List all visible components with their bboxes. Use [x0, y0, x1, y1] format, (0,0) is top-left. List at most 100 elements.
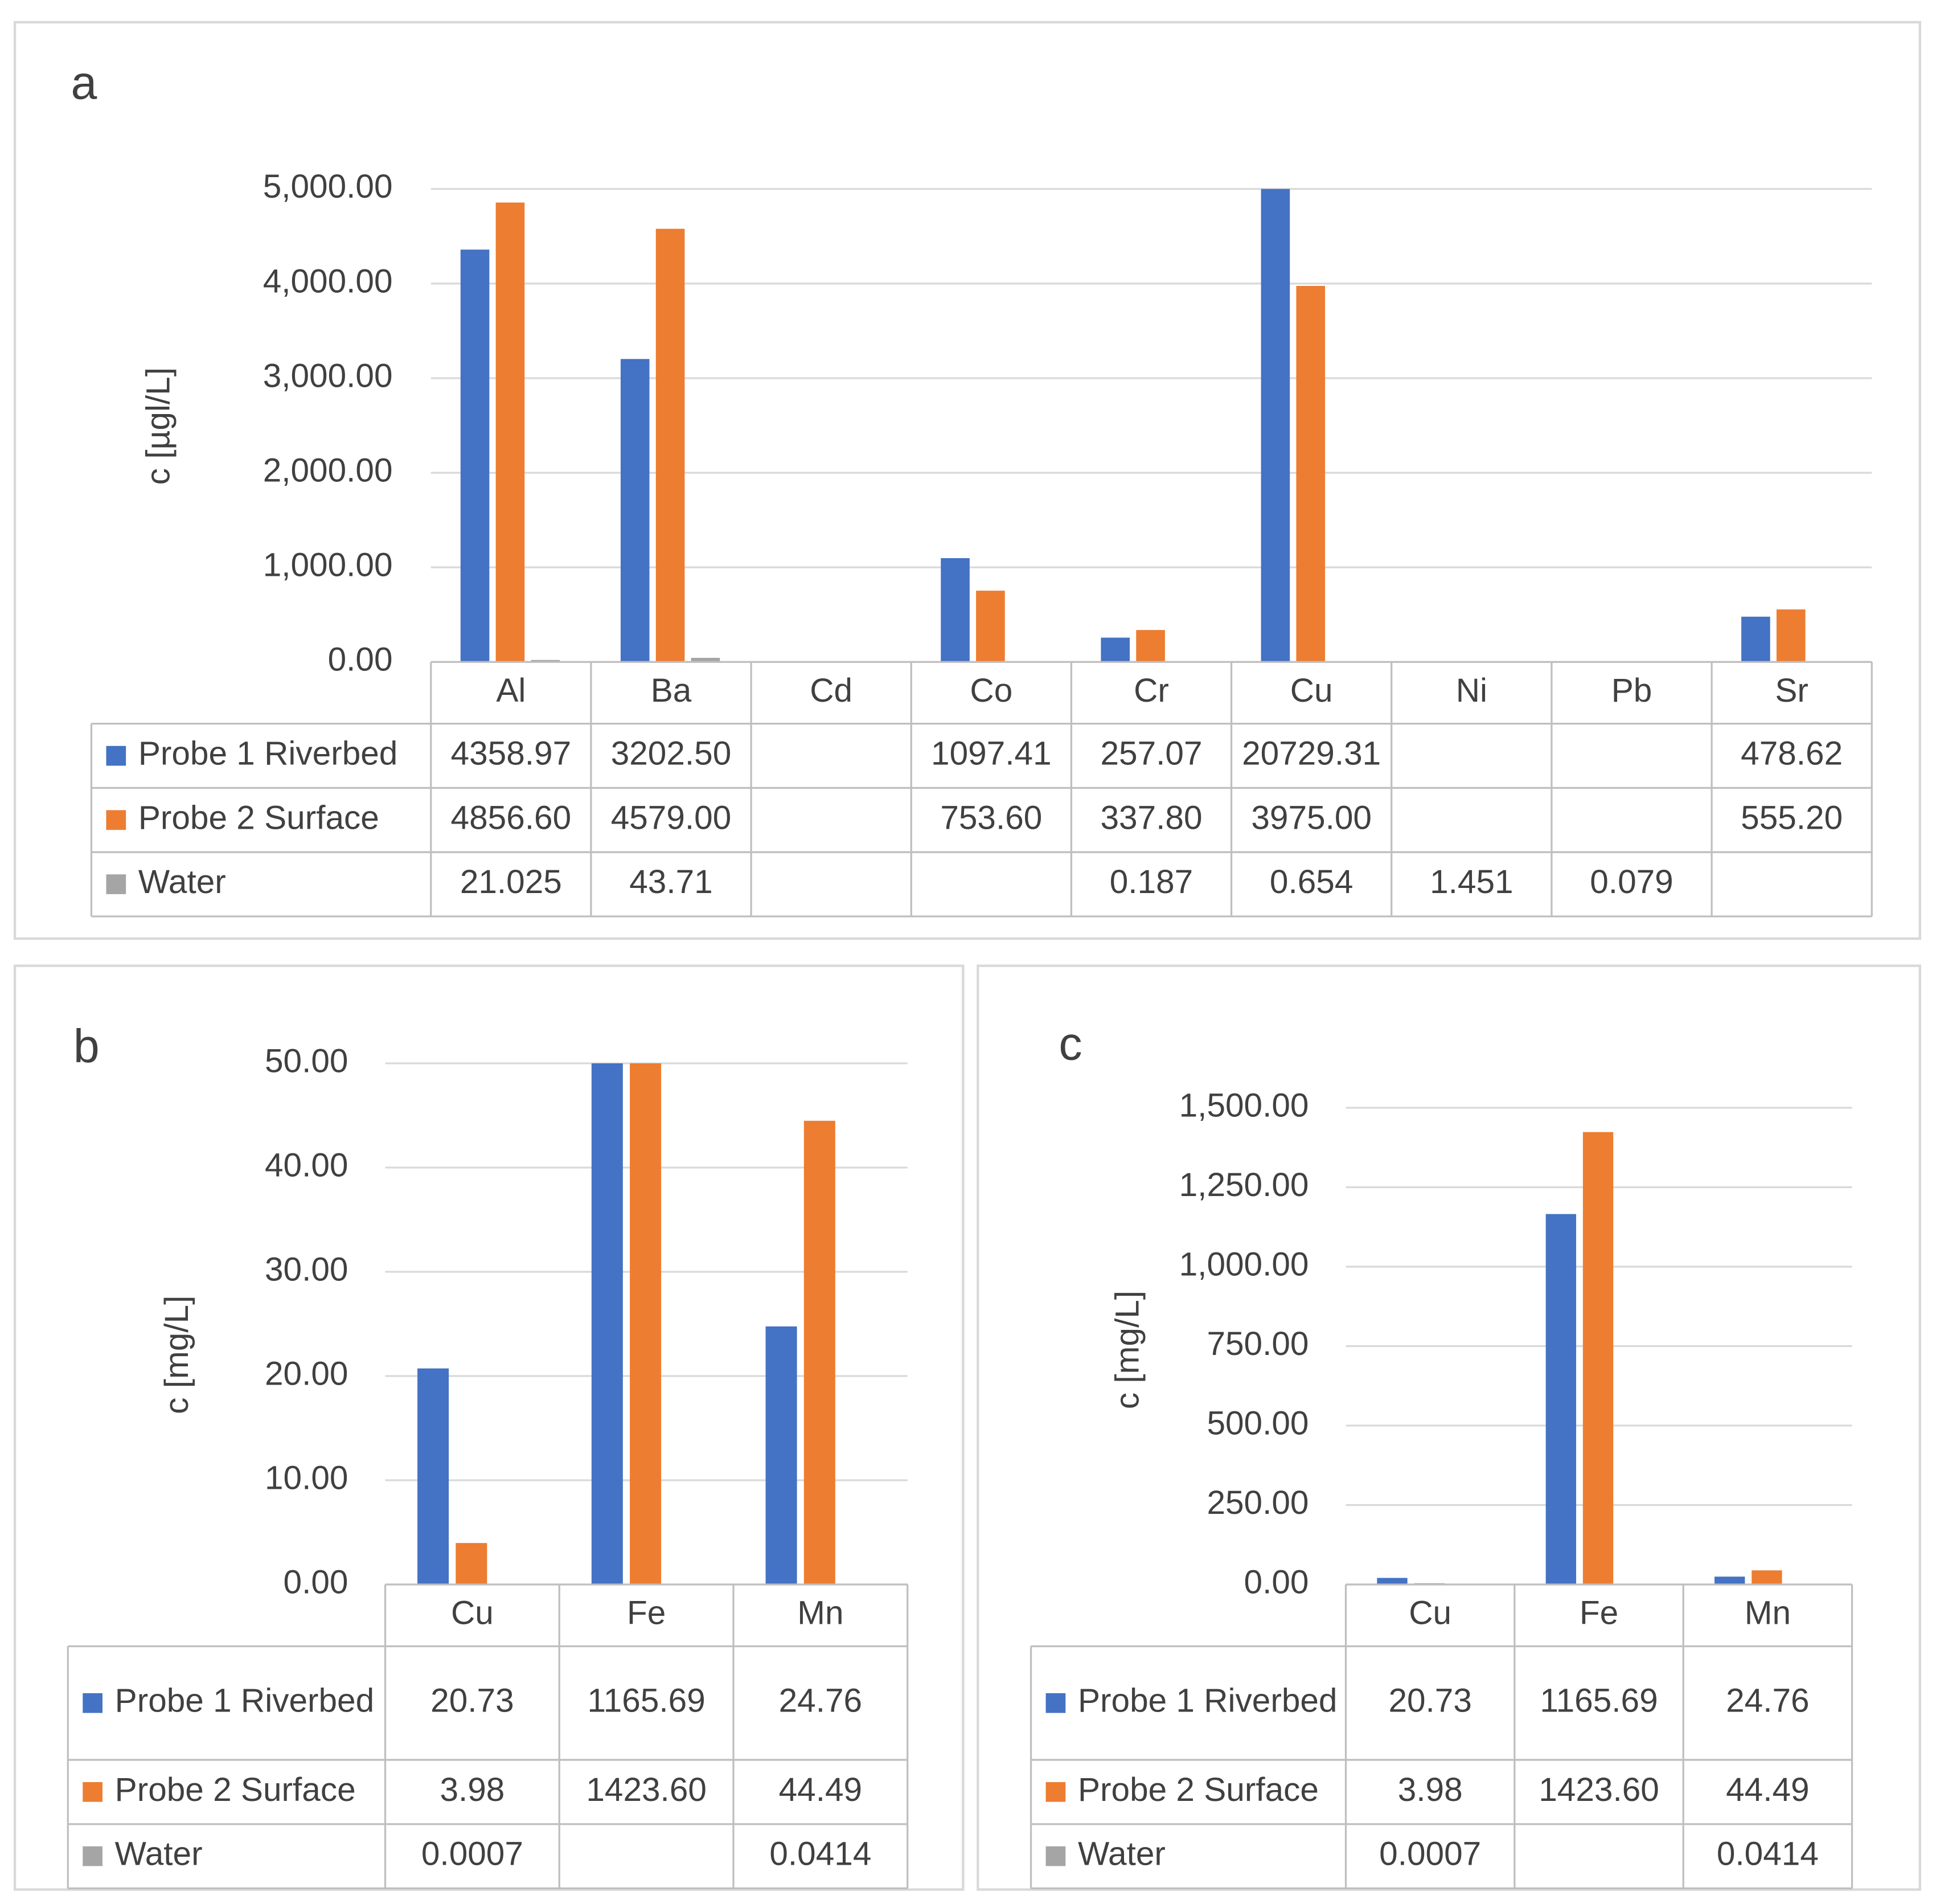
table-value: 1423.60: [586, 1771, 707, 1808]
table-value: 0.187: [1110, 863, 1193, 900]
table-value: 20729.31: [1242, 735, 1381, 772]
bar: [630, 1063, 662, 1585]
table-value: 1423.60: [1539, 1771, 1659, 1808]
bar: [460, 249, 490, 662]
y-tick-label: 1,250.00: [1179, 1166, 1309, 1203]
y-tick-label: 500.00: [1207, 1405, 1309, 1442]
table-value: 0.0007: [1379, 1836, 1481, 1873]
bar: [765, 1326, 797, 1585]
x-tick-label: Pb: [1611, 672, 1652, 709]
bar: [976, 591, 1005, 662]
table-value: 0.079: [1590, 863, 1673, 900]
table-value: 555.20: [1741, 799, 1843, 836]
legend-swatch: [83, 1782, 102, 1802]
y-tick-label: 1,000.00: [1179, 1246, 1309, 1283]
bar: [417, 1368, 449, 1585]
table-value: 3202.50: [611, 735, 732, 772]
table-value: 257.07: [1100, 735, 1202, 772]
table-value: 1.451: [1430, 863, 1513, 900]
y-tick-label: 30.00: [265, 1251, 348, 1288]
bar: [1714, 1577, 1745, 1585]
panel-border: [977, 964, 1921, 1891]
chart-panel: c c [mg/L] 0.00 250.00 500.00 750.00 1,000.00 1…: [977, 964, 1921, 1891]
x-tick-label: Ni: [1456, 672, 1487, 709]
table-value: 337.80: [1100, 799, 1202, 836]
bars: [460, 189, 1806, 662]
legend-label: Water: [1078, 1836, 1166, 1873]
legend-swatch: [106, 810, 126, 830]
y-tick-label: 1,000.00: [263, 547, 393, 584]
table-value: 3.98: [1398, 1771, 1463, 1808]
bar: [941, 558, 970, 662]
x-tick-label: Cu: [451, 1595, 494, 1632]
y-tick-label: 750.00: [1207, 1325, 1309, 1362]
bar: [1582, 1132, 1614, 1585]
y-tick-label: 20.00: [265, 1355, 348, 1392]
table-value: 4579.00: [611, 799, 732, 836]
table-value: 4358.97: [451, 735, 572, 772]
table-value: 3975.00: [1251, 799, 1372, 836]
legend-label: Water: [138, 863, 226, 900]
y-tick-label: 4,000.00: [263, 263, 393, 300]
x-tick-label: Ba: [651, 672, 692, 709]
chart-panel: a c [µgl/L] 0.00 1,000.00 2,000.00 3,000.00 4,…: [13, 21, 1921, 940]
bar: [1545, 1214, 1577, 1585]
legend-swatch: [1045, 1846, 1066, 1866]
table-value: 21.025: [460, 863, 562, 900]
y-tick-label: 0.00: [1244, 1563, 1309, 1600]
bar: [1752, 1570, 1782, 1585]
legend-label: Probe 2 Surface: [1078, 1771, 1319, 1808]
x-tick-label: Cu: [1290, 672, 1333, 709]
table-value: 0.0414: [1717, 1836, 1819, 1873]
y-tick-label: 5,000.00: [263, 168, 393, 205]
table-value: 1097.41: [931, 735, 1052, 772]
legend-label: Probe 2 Surface: [115, 1771, 356, 1808]
bar: [1296, 286, 1326, 662]
y-tick-label: 40.00: [265, 1147, 348, 1184]
table-value: 753.60: [940, 799, 1042, 836]
bar: [620, 359, 650, 662]
x-tick-label: Sr: [1775, 672, 1808, 709]
table-value: 44.49: [779, 1771, 862, 1808]
y-tick-label: 10.00: [265, 1459, 348, 1496]
bar: [691, 657, 720, 662]
y-axis-label: c [µgl/L]: [140, 367, 177, 485]
table-value: 0.654: [1270, 863, 1353, 900]
bar: [1377, 1578, 1408, 1585]
panel-label: b: [73, 1020, 100, 1072]
bar: [803, 1120, 835, 1585]
table-value: 43.71: [629, 863, 712, 900]
y-tick-label: 0.00: [328, 641, 393, 678]
panel-label: a: [71, 57, 97, 109]
x-tick-label: Cu: [1409, 1595, 1451, 1632]
panel-border: [13, 21, 1921, 940]
legend-label: Water: [115, 1836, 203, 1873]
legend-label: Probe 2 Surface: [138, 799, 379, 836]
bar: [1776, 609, 1806, 662]
panel-label: c: [1059, 1018, 1082, 1070]
x-tick-label: Fe: [1580, 1595, 1618, 1632]
legend-swatch: [106, 746, 126, 766]
legend-swatch: [1045, 1782, 1066, 1802]
bar: [495, 202, 525, 662]
table-value: 1165.69: [588, 1682, 706, 1719]
bars: [1377, 1132, 1819, 1585]
bar: [591, 1063, 623, 1585]
y-tick-label: 0.00: [284, 1563, 348, 1600]
x-tick-label: Co: [970, 672, 1012, 709]
bar: [1136, 630, 1165, 662]
table-value: 24.76: [779, 1682, 862, 1719]
table-value: 478.62: [1741, 735, 1843, 772]
y-tick-label: 1,500.00: [1179, 1087, 1309, 1124]
x-tick-label: Mn: [797, 1595, 843, 1632]
x-tick-label: Fe: [627, 1595, 666, 1632]
legend-swatch: [106, 874, 126, 894]
y-tick-label: 2,000.00: [263, 452, 393, 489]
y-tick-label: 3,000.00: [263, 357, 393, 394]
table-value: 4856.60: [451, 799, 572, 836]
y-tick-label: 250.00: [1207, 1484, 1309, 1521]
legend-swatch: [83, 1693, 102, 1713]
y-axis-label: c [mg/L]: [158, 1296, 195, 1414]
table-value: 3.98: [440, 1771, 504, 1808]
